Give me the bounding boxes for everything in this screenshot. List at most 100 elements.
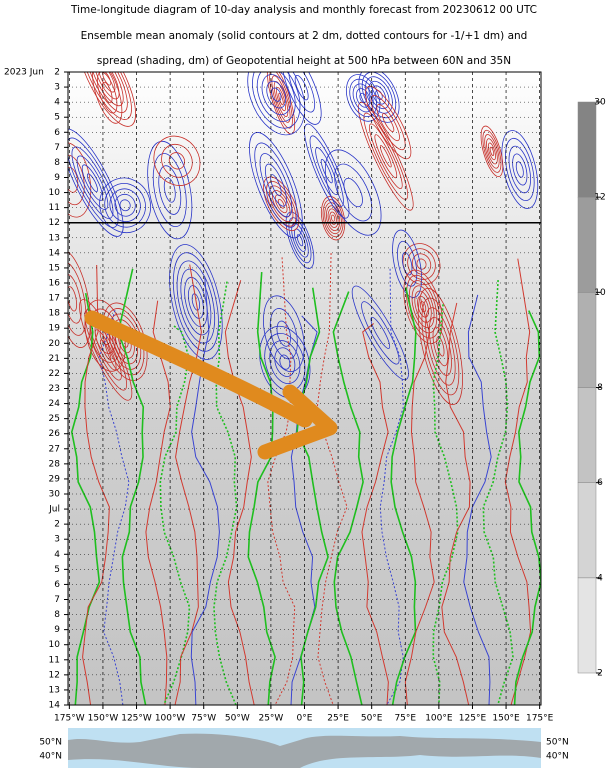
y-tick-label: 21 (49, 354, 60, 364)
x-tick-label: 25°W (258, 714, 283, 724)
contour (256, 72, 296, 122)
contour (316, 253, 348, 705)
y-tick-label: 12 (49, 670, 60, 680)
colorbar-tick-label: 6 (597, 478, 603, 488)
contour (330, 214, 336, 222)
contour (117, 268, 147, 705)
contour (482, 129, 502, 173)
contour (158, 165, 182, 215)
contour (345, 74, 381, 122)
contour (81, 164, 104, 201)
contour (441, 302, 471, 705)
annotation-arrow-head (257, 384, 338, 460)
map-lat-label: 50°N (39, 738, 62, 748)
grid: 175°W 150°W 125°W 100°W 75°W 50°W 25°W 0°E 25°E 5… (4, 68, 554, 724)
colorbar-step (577, 387, 597, 483)
contour (252, 72, 301, 129)
contour (263, 295, 305, 372)
contour (390, 287, 417, 705)
x-tick-label: 25°E (327, 714, 349, 724)
x-tick-label: 125°E (459, 714, 487, 724)
contour (71, 146, 114, 219)
contour (324, 202, 342, 235)
contour (169, 244, 223, 360)
annotation-arrow (84, 310, 313, 428)
contour (98, 72, 116, 93)
y-tick-label: 3 (54, 83, 60, 93)
contour (363, 112, 409, 200)
y-tick-label: 30 (49, 490, 61, 500)
y-tick-label: 10 (49, 640, 61, 650)
contour (276, 86, 286, 112)
contour (315, 147, 339, 196)
start-label: 2023 Jun (4, 68, 44, 78)
contour (101, 81, 113, 104)
colorbar: 2 4 6 8 10 12 30 (577, 98, 606, 679)
contour (68, 154, 85, 206)
contour (414, 290, 432, 323)
contour (515, 161, 524, 178)
colorbar-step (577, 292, 597, 388)
y-tick-label: 12 (49, 218, 60, 228)
contour (269, 72, 293, 129)
contour (325, 205, 341, 231)
x-tick-label: 100°E (425, 714, 453, 724)
contour (513, 310, 541, 705)
y-tick-label: 2 (54, 520, 60, 530)
colorbar-step (577, 196, 597, 293)
y-tick-label: 7 (54, 143, 60, 153)
contour (264, 163, 287, 207)
contour (296, 234, 304, 247)
chart-subtitle: spread (shading, dm) of Geopotential hei… (97, 55, 511, 67)
contour (68, 249, 91, 348)
contour (365, 85, 412, 160)
contour (276, 320, 291, 347)
contour (174, 264, 202, 705)
contour (68, 167, 79, 193)
contour (77, 72, 136, 127)
x-tick-label: 150°W (88, 714, 119, 724)
y-tick-label: 17 (49, 294, 60, 304)
contour (361, 301, 400, 365)
y-tick-label: 18 (49, 309, 61, 319)
x-tick-label: 50°W (225, 714, 250, 724)
contour (486, 138, 498, 165)
y-tick-label: 14 (49, 248, 61, 258)
y-tick-label: 8 (54, 158, 60, 168)
contour (277, 198, 285, 209)
contour (76, 155, 109, 210)
y-tick-label: 19 (49, 324, 61, 334)
contour (266, 80, 287, 109)
y-tick-label: 24 (49, 399, 61, 409)
contour (68, 274, 82, 324)
contour (334, 163, 373, 222)
y-tick-label: 9 (54, 625, 60, 635)
y-tick-label: 13 (49, 233, 60, 243)
colorbar-tick-label: 12 (594, 193, 605, 203)
colorbar-tick-label: 4 (597, 573, 603, 583)
colorbar-tick-label: 30 (594, 98, 606, 108)
contour (259, 153, 293, 218)
contour (417, 287, 463, 405)
contour (68, 137, 119, 228)
contour (296, 287, 329, 705)
contour (109, 188, 141, 223)
contour (376, 104, 400, 142)
contour (99, 177, 151, 233)
contour (92, 72, 123, 124)
map-lat-label: 50°N (546, 738, 569, 748)
x-tick-label: 175°E (526, 714, 554, 724)
contour (406, 274, 440, 339)
contour (309, 135, 344, 207)
x-tick-label: 150°E (492, 714, 520, 724)
colorbar-tick-label: 10 (594, 288, 606, 298)
contour (93, 72, 120, 100)
contour (85, 72, 128, 114)
contour (505, 137, 535, 202)
y-tick-label: 10 (49, 188, 61, 198)
chart-subtitle: Ensemble mean anomaly (solid contours at… (81, 30, 528, 42)
contour (261, 74, 291, 116)
contour (404, 299, 435, 705)
y-tick-label: 5 (54, 565, 60, 575)
contour (187, 285, 204, 319)
